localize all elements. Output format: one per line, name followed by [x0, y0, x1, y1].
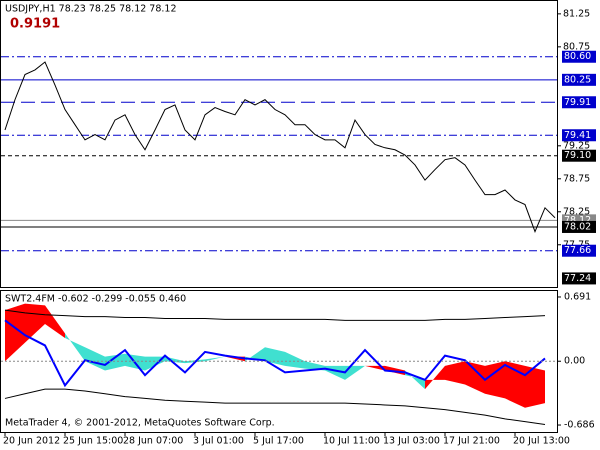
x-tick-label: 3 Jul 01:00 — [193, 436, 244, 447]
band-segment — [105, 353, 125, 371]
band-segment — [445, 361, 465, 385]
x-tick-label: 13 Jul 03:00 — [383, 436, 440, 447]
level-label: 79.91 — [564, 97, 591, 108]
band-segment — [365, 365, 385, 371]
level-tag — [562, 272, 596, 285]
y-tick-label: 81.25 — [563, 8, 590, 19]
band-segment — [205, 356, 225, 362]
band-segment — [485, 361, 505, 399]
y-tick-label: -0.686 — [564, 420, 595, 431]
indicator-title: SWT2.4FM -0.602 -0.299 -0.055 0.460 — [5, 294, 186, 305]
level-tag — [562, 96, 596, 109]
upper-envelope — [4, 309, 546, 321]
price-line — [4, 61, 556, 233]
main-frame — [0, 0, 558, 288]
y-tick-label: 78.75 — [563, 173, 590, 184]
x-tick-label: 28 Jun 07:00 — [123, 436, 183, 447]
level-tag — [562, 50, 596, 63]
x-tick-label: 17 Jul 21:00 — [443, 436, 500, 447]
x-tick-label: 20 Jul 13:00 — [513, 436, 570, 447]
level-tag — [562, 244, 596, 257]
band-segment — [525, 365, 545, 408]
level-label: 78.02 — [564, 221, 591, 232]
y-tick-label: 0.00 — [564, 356, 585, 367]
signal-line — [4, 319, 546, 388]
level-tag — [562, 73, 596, 86]
lower-envelope — [4, 388, 546, 425]
copyright: MetaTrader 4, © 2001-2012, MetaQuotes So… — [5, 418, 275, 429]
band-segment — [245, 347, 265, 362]
y-tick-label: 78.25 — [563, 206, 590, 217]
band-segment — [285, 351, 305, 369]
x-tick-label: 25 Jun 15:00 — [63, 436, 123, 447]
indicator-frame — [0, 290, 558, 433]
level-label: 80.60 — [564, 51, 591, 62]
x-tick-label: 20 Jun 2012 — [3, 436, 60, 447]
level-label: 79.41 — [564, 130, 591, 141]
y-tick-label: 79.25 — [563, 140, 590, 151]
band-segment — [465, 361, 485, 394]
chart-title: USDJPY,H1 78.23 78.25 78.12 78.12 — [5, 4, 177, 15]
band-segment — [65, 333, 85, 362]
level-label: 80.25 — [564, 74, 591, 85]
level-label: 79.10 — [564, 150, 591, 161]
y-tick-label: 0.691 — [564, 291, 591, 302]
level-tag — [562, 129, 596, 142]
level-tag — [562, 149, 596, 162]
band-segment — [5, 303, 25, 362]
level-label: 77.24 — [564, 273, 591, 284]
y-tick-label: 80.75 — [563, 41, 590, 52]
annotation: 0.9191 — [10, 17, 60, 32]
x-tick-label: 10 Jul 11:00 — [323, 436, 380, 447]
band-segment — [345, 365, 365, 380]
level-label: 78.12 — [564, 215, 591, 226]
level-label: 77.66 — [564, 245, 591, 256]
band-segment — [45, 305, 65, 338]
x-tick-label: 5 Jul 17:00 — [253, 436, 304, 447]
level-tag — [562, 220, 596, 233]
band-segment — [425, 365, 445, 390]
